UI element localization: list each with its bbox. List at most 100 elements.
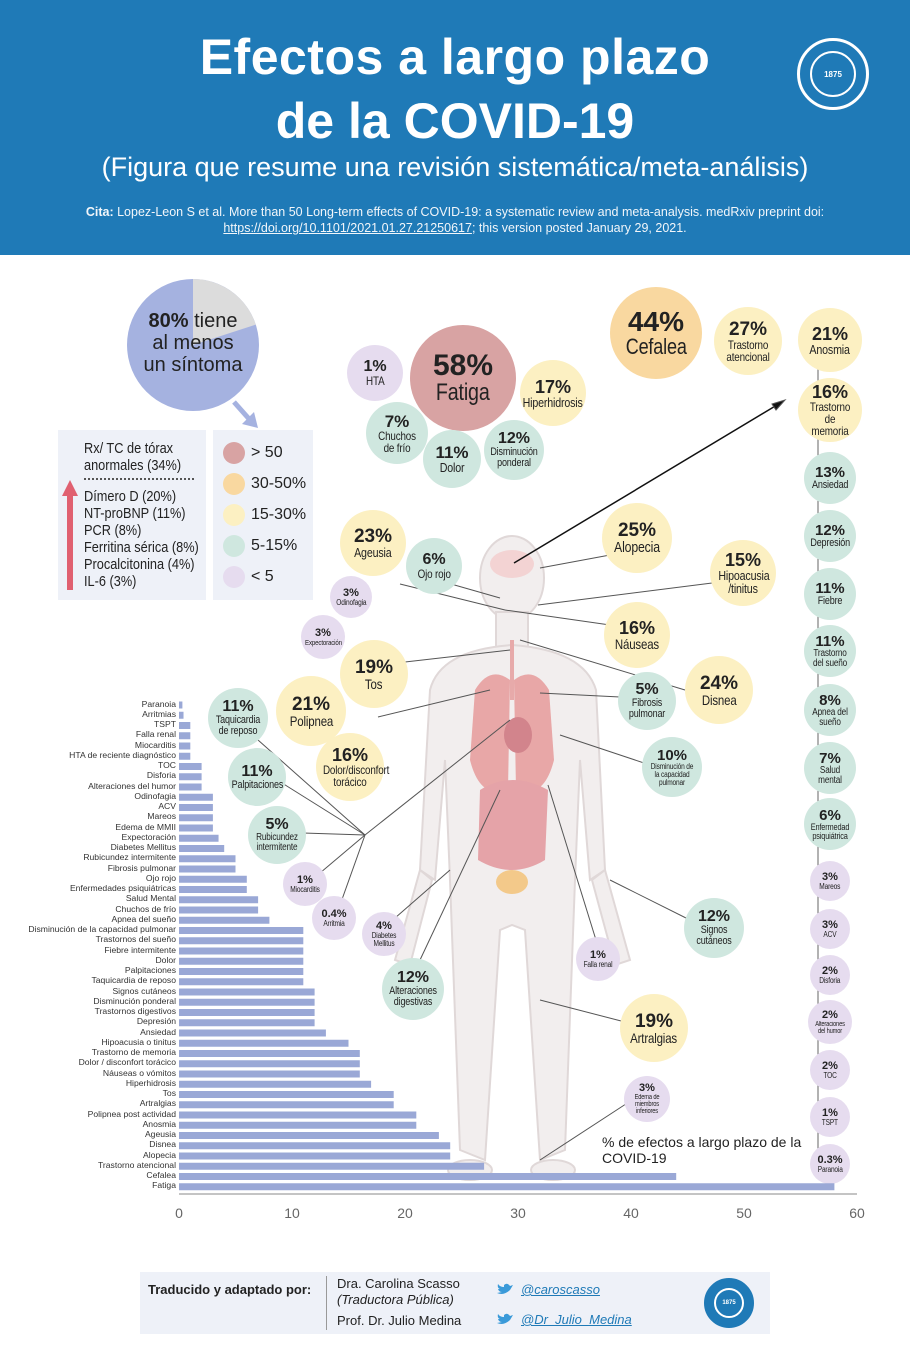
bar xyxy=(179,1152,451,1160)
bubble-odinofagia: 3% Odinofagia xyxy=(330,576,372,618)
bar-label: Arritmias xyxy=(142,708,176,719)
bubble-hta: 1% HTA xyxy=(347,345,403,401)
bar-label: Chuchos de frío xyxy=(115,903,176,914)
bar-label: Fatiga xyxy=(152,1180,176,1191)
footer-name-1: Dra. Carolina Scasso xyxy=(337,1276,460,1291)
bubble-label: TOC xyxy=(823,1070,837,1080)
body-silhouette xyxy=(393,535,632,1181)
bar xyxy=(179,875,247,883)
header-banner: Efectos a largo plazo de la COVID-19 (Fi… xyxy=(0,0,910,255)
bar-label: HTA de reciente diagnóstico xyxy=(69,749,176,760)
bladder xyxy=(496,870,528,894)
bubble-pct: 3% xyxy=(315,626,331,639)
bubble-pct: 3% xyxy=(343,586,359,599)
citation-label: Cita: xyxy=(85,205,114,219)
bar xyxy=(179,968,304,975)
twitter-handle-1[interactable]: @caroscasso xyxy=(521,1282,600,1297)
color-legend: > 50 30-50% 15-30% 5-15% < 5 xyxy=(213,430,313,600)
legend-swatch xyxy=(223,504,245,526)
bar xyxy=(179,916,270,924)
bubble-depresion: 12% Depresión xyxy=(804,510,856,562)
bubble-label: Anosmia xyxy=(809,341,851,357)
bubble-ageusia: 23% Ageusia xyxy=(340,510,406,576)
bar xyxy=(179,927,304,934)
bar-chart-x-axis: 0 10 20 30 40 50 60 xyxy=(175,1193,865,1221)
summary-arrow-icon xyxy=(232,400,258,428)
bar-label: ACV xyxy=(158,801,176,811)
bar-label: Tos xyxy=(162,1088,176,1098)
x-tick-label: 60 xyxy=(849,1205,865,1221)
bar-label: Trastornos digestivos xyxy=(94,1006,176,1016)
bar-label: Apnea del sueño xyxy=(111,913,176,924)
bubble-pct: 15% xyxy=(724,550,762,570)
bar xyxy=(179,988,315,996)
seal-year: 1875 xyxy=(810,51,856,97)
bubble-pct: 12% xyxy=(497,430,531,447)
summary-pie xyxy=(127,279,259,411)
bubble-signos-cutaneos: 12% Signos cutáneos xyxy=(684,898,744,958)
bar xyxy=(179,855,236,863)
bubble-label: Arritmia xyxy=(323,918,345,928)
bubble-label: Odinofagia xyxy=(335,597,367,607)
catedra-seal-logo-footer: 1875 xyxy=(704,1278,754,1328)
summary-pie-rest-slice xyxy=(193,279,256,345)
bubble-tos: 19% Tos xyxy=(340,640,408,708)
bubble-label: Fiebre xyxy=(817,595,843,607)
bar-label: Signos cutáneos xyxy=(112,985,176,996)
bar xyxy=(179,1142,451,1150)
bar-label: Ojo rojo xyxy=(145,872,176,883)
rx-item: Dímero D (20%) xyxy=(84,488,177,505)
lab-markers-box: Rx/ TC de tórax anormales (34%) Dímero D… xyxy=(58,430,206,600)
bar-label: Expectoración xyxy=(121,831,176,842)
bubble-pct: 0.4% xyxy=(321,907,347,920)
bubble-label: Disnea xyxy=(701,691,737,708)
bubble-pct: 7% xyxy=(819,749,841,767)
bubble-apnea: 8% Apnea del sueño xyxy=(804,684,856,736)
bubble-label: Polipnea xyxy=(289,712,333,729)
bar xyxy=(179,896,259,904)
bubble-pct: 24% xyxy=(699,672,739,694)
bar-label: Disminución de la capacidad pulmonar xyxy=(28,924,176,934)
bubble-label: ACV xyxy=(823,929,837,939)
twitter-handle-2[interactable]: @Dr_Julio_Medina xyxy=(521,1312,632,1327)
bubble-label: Expectoración xyxy=(304,637,342,647)
bar-chart: 0 10 20 30 40 50 60 xyxy=(175,701,865,1221)
bubble-falla-renal: 1% Falla renal xyxy=(576,937,620,981)
bar-label: Dolor xyxy=(155,954,176,965)
bar xyxy=(179,742,191,750)
bar xyxy=(179,804,213,811)
bubble-label: Taquicardia de reposo xyxy=(215,714,261,737)
bubble-label: Enfermedad psiquiátrica xyxy=(810,821,850,841)
twitter-icon xyxy=(497,1313,513,1324)
bubble-label: Mareos xyxy=(819,881,841,891)
bubble-label: TSPT xyxy=(821,1117,839,1127)
bar xyxy=(179,937,304,945)
bubble-pct: 12% xyxy=(697,908,731,925)
bar-label: Náuseas o vómitos xyxy=(102,1067,176,1078)
x-tick-label: 10 xyxy=(284,1205,300,1221)
bubble-label: Dolor xyxy=(439,460,465,475)
bubble-label: Salud mental xyxy=(818,764,842,786)
bar-label: TOC xyxy=(158,760,176,770)
bubble-pct: 11% xyxy=(815,632,845,650)
bar xyxy=(179,763,202,770)
bar-label: Salud Mental xyxy=(125,893,176,904)
twitter-icon xyxy=(497,1283,513,1294)
bar xyxy=(179,1132,439,1139)
bubble-anosmia: 21% Anosmia xyxy=(798,308,862,372)
trachea xyxy=(510,640,514,700)
rx-title-2: anormales (34%) xyxy=(84,457,182,474)
citation-doi-link[interactable]: https://doi.org/10.1101/2021.01.27.21250… xyxy=(223,221,472,235)
bubble-label: Alteraciones del humor xyxy=(815,1020,845,1035)
bubble-trastorno-sueno: 11% Trastorno del sueño xyxy=(804,625,856,677)
bar-label: Disminución ponderal xyxy=(93,995,176,1006)
bubble-label: Depresión xyxy=(810,537,850,549)
bar xyxy=(179,845,225,852)
bubble-label: Tos xyxy=(365,675,383,692)
bubble-artralgias: 19% Artralgias xyxy=(620,994,688,1062)
summary-line-2: al menos xyxy=(152,332,234,354)
rx-item: NT-proBNP (11%) xyxy=(84,505,186,522)
bar-label: Alopecia xyxy=(143,1149,176,1160)
bar-label: Trastorno de memoria xyxy=(91,1047,176,1057)
bar-label: Dolor / disconfort torácico xyxy=(78,1057,176,1068)
